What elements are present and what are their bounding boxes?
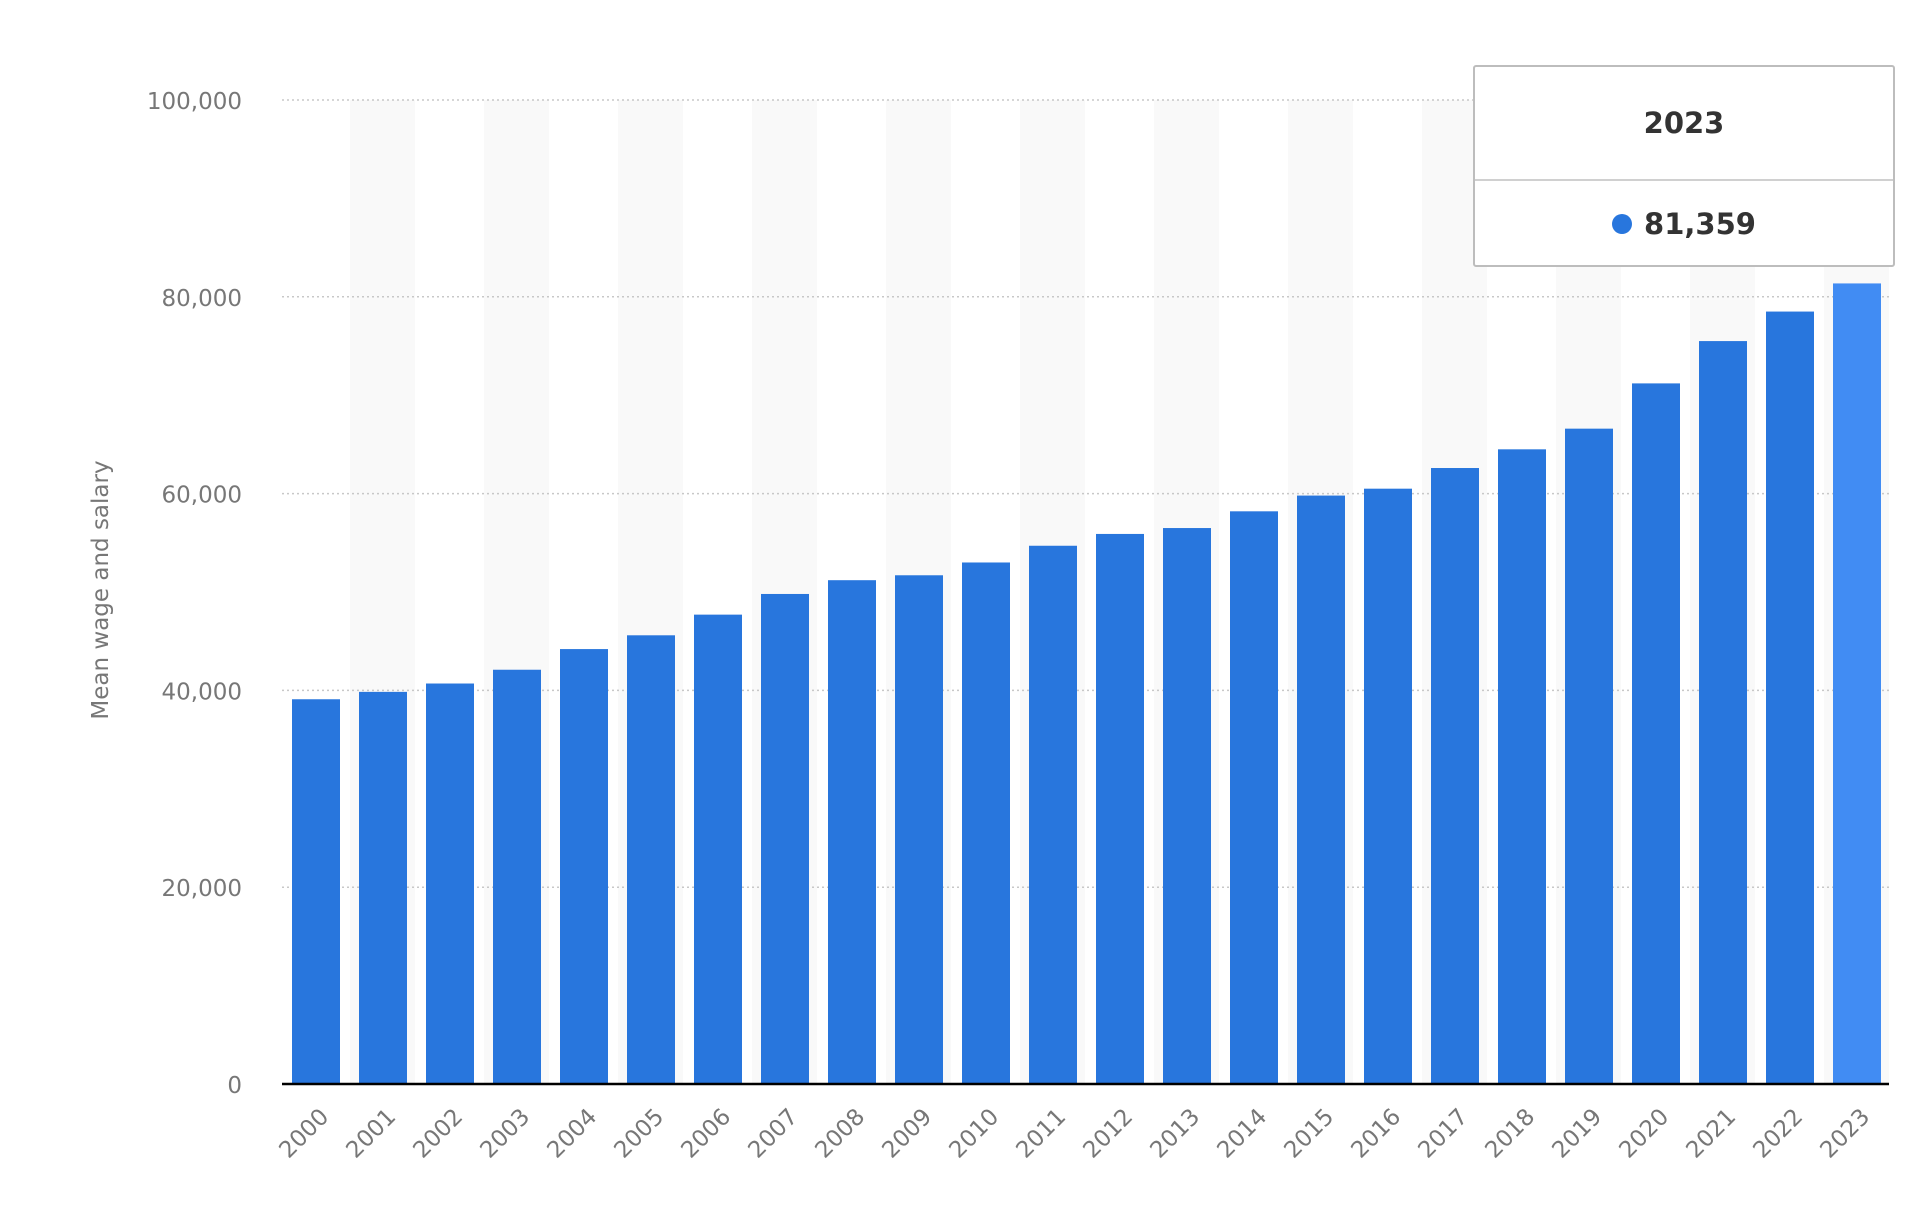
bar-2003	[493, 669, 541, 1084]
bar-2002	[426, 683, 474, 1084]
bar-2005	[627, 635, 675, 1084]
x-tick-label: 2003	[475, 1104, 535, 1164]
bar-2004	[560, 649, 608, 1084]
y-tick-label: 0	[227, 1073, 242, 1099]
bar-2019	[1565, 428, 1613, 1084]
x-tick-label: 2005	[609, 1104, 669, 1164]
bar-2008	[828, 580, 876, 1084]
y-tick-label: 100,000	[147, 89, 242, 115]
x-tick-label: 2004	[542, 1104, 602, 1164]
y-tick-label: 40,000	[162, 679, 242, 705]
bar-2001	[359, 691, 407, 1084]
bar-2011	[1029, 545, 1077, 1084]
bar-2022	[1766, 311, 1814, 1084]
tooltip-value-row: 81,359	[1475, 181, 1893, 267]
tooltip-title: 2023	[1475, 67, 1893, 181]
y-tick-label: 80,000	[162, 286, 242, 312]
bar-2021	[1699, 341, 1747, 1085]
bar-2007	[761, 593, 809, 1084]
x-tick-label: 2007	[743, 1104, 803, 1164]
bar-2009	[895, 575, 943, 1084]
bar-2016	[1364, 488, 1412, 1084]
x-tick-label: 2001	[341, 1104, 401, 1164]
x-tick-label: 2008	[810, 1104, 870, 1164]
bar-2012	[1096, 533, 1144, 1084]
x-tick-label: 2015	[1279, 1104, 1339, 1164]
bar-2020	[1632, 383, 1680, 1085]
bar-2023	[1833, 283, 1881, 1084]
x-tick-label: 2023	[1815, 1104, 1875, 1164]
bar-2015	[1297, 495, 1345, 1084]
x-tick-label: 2010	[944, 1104, 1004, 1164]
bar-2018	[1498, 449, 1546, 1084]
x-tick-label: 2017	[1413, 1104, 1473, 1164]
x-tick-label: 2018	[1480, 1104, 1540, 1164]
x-tick-label: 2013	[1145, 1104, 1205, 1164]
series-dot-icon	[1612, 214, 1633, 234]
y-tick-label: 20,000	[162, 876, 242, 902]
x-tick-label: 2000	[274, 1104, 334, 1164]
x-tick-label: 2019	[1547, 1104, 1607, 1164]
x-tick-label: 2016	[1346, 1104, 1406, 1164]
bar-2014	[1230, 511, 1278, 1084]
x-tick-label: 2012	[1078, 1104, 1138, 1164]
x-tick-label: 2022	[1748, 1104, 1808, 1164]
x-tick-label: 2020	[1614, 1104, 1674, 1164]
x-tick-label: 2009	[877, 1104, 937, 1164]
tooltip-value: 81,359	[1644, 207, 1756, 241]
x-tick-label: 2014	[1212, 1104, 1272, 1164]
x-tick-label: 2011	[1011, 1104, 1071, 1164]
bar-2006	[694, 614, 742, 1084]
bar-2013	[1163, 528, 1211, 1084]
y-tick-label: 60,000	[162, 483, 242, 509]
x-tick-label: 2006	[676, 1104, 736, 1164]
x-tick-label: 2002	[408, 1104, 468, 1164]
tooltip: 2023 81,359	[1473, 65, 1895, 267]
bar-2000	[292, 699, 340, 1084]
y-axis-label: Mean wage and salary	[88, 460, 114, 719]
bar-2017	[1431, 468, 1479, 1084]
x-tick-label: 2021	[1681, 1104, 1741, 1164]
bar-2010	[962, 562, 1010, 1084]
